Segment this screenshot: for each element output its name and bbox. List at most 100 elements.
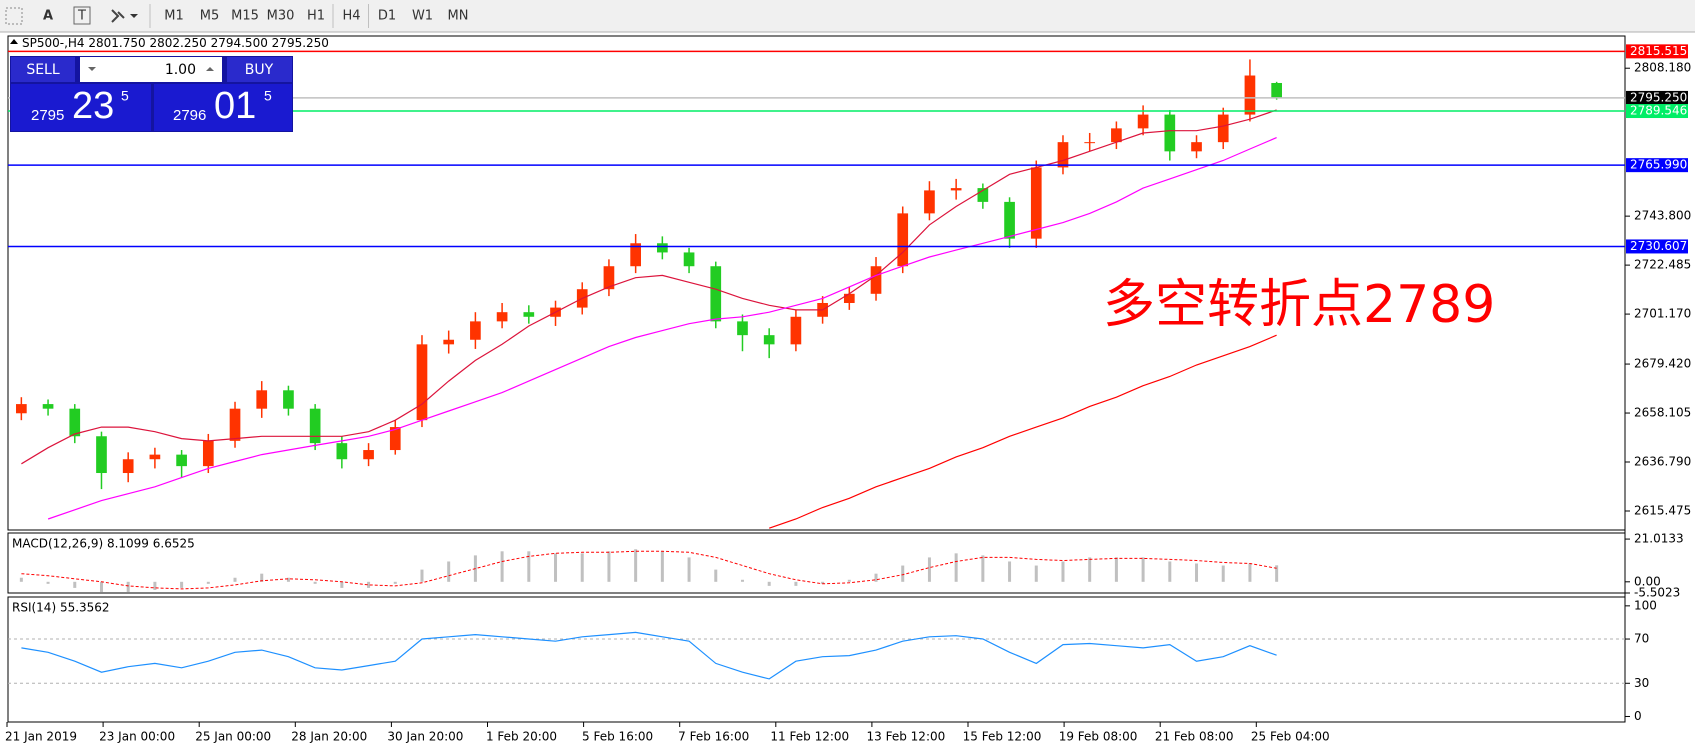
price-level-label: 2789.546 xyxy=(1630,104,1687,118)
candle-body xyxy=(470,321,481,340)
candle-body xyxy=(683,252,695,267)
candle-body xyxy=(843,293,855,303)
timeframe-button[interactable]: M30 xyxy=(267,9,295,24)
rsi-line xyxy=(21,631,1277,680)
plot-layer: 2808.180 2743.800 2722.485 2701.170 2679.420… xyxy=(5,44,1691,744)
y-tick-label: 2701.170 xyxy=(1634,307,1691,321)
candle-body xyxy=(657,243,668,253)
x-tick-label: 7 Feb 16:00 xyxy=(678,730,749,744)
lot-down[interactable] xyxy=(88,67,96,71)
timeframe-button[interactable]: M1 xyxy=(164,9,184,24)
candle-body xyxy=(96,436,107,474)
x-tick-label: 21 Feb 08:00 xyxy=(1155,730,1234,744)
buy-button[interactable] xyxy=(227,57,292,82)
x-tick-label: 15 Feb 12:00 xyxy=(963,730,1042,744)
timeframe-button[interactable]: M5 xyxy=(200,9,220,24)
candle-body xyxy=(443,339,455,345)
lot-value[interactable]: 1.00 xyxy=(165,62,196,78)
x-tick-label: 28 Jan 20:00 xyxy=(291,730,367,744)
candle-body xyxy=(202,440,214,467)
y-tick-label: 2636.790 xyxy=(1634,455,1691,469)
y-tick-label: 2615.475 xyxy=(1634,503,1691,517)
candle-body xyxy=(389,427,401,451)
label-tool-frame xyxy=(73,6,91,25)
price-level-label: 2795.250 xyxy=(1630,90,1687,104)
candle-body xyxy=(790,316,802,345)
timeframe-button[interactable]: MN xyxy=(448,9,469,24)
candle-body xyxy=(283,390,294,409)
candle-body xyxy=(523,312,535,317)
trade-panel: SELL 1.00 BUY 2795 23 5 2796 01 5 xyxy=(10,56,293,132)
buy-label[interactable]: BUY xyxy=(245,62,274,78)
timeframe-button[interactable]: D1 xyxy=(378,9,396,24)
candle-body xyxy=(710,266,722,322)
candle-body xyxy=(496,312,508,322)
x-tick-label: 25 Feb 04:00 xyxy=(1251,730,1330,744)
sell-button[interactable] xyxy=(11,57,75,82)
y-tick-label: 2722.485 xyxy=(1634,258,1691,272)
dropdown-arrow[interactable] xyxy=(130,14,138,18)
lot-up[interactable] xyxy=(206,67,214,71)
macd-title: MACD(12,26,9) 8.1099 6.6525 xyxy=(12,537,195,551)
rsi-tick-label: 0 xyxy=(1634,709,1642,723)
moving-average xyxy=(21,109,1277,465)
ask-box[interactable] xyxy=(154,84,292,131)
macd-frame xyxy=(7,532,1626,594)
candle-body xyxy=(69,408,81,437)
timeframe-button[interactable]: M15 xyxy=(231,9,259,24)
candle-body xyxy=(176,454,187,467)
candle-body xyxy=(1271,82,1282,98)
bid-box[interactable] xyxy=(11,84,151,131)
rsi-tick-label: 30 xyxy=(1634,676,1649,690)
crosshair-icon[interactable] xyxy=(5,7,23,25)
candle-body xyxy=(1084,142,1096,144)
candle-body xyxy=(149,454,161,460)
candle-body xyxy=(229,408,241,441)
candle-body xyxy=(256,390,268,409)
timeframe-button[interactable]: W1 xyxy=(412,9,433,24)
moving-average xyxy=(47,137,1277,520)
candle-body xyxy=(603,266,615,290)
bid-pips: 23 xyxy=(72,85,114,127)
toolbar-tools: A T M1 M5 M15 M30 H1 H4 D1 W1 MN xyxy=(5,4,469,28)
toolbar xyxy=(0,0,1695,32)
candle-body xyxy=(1164,114,1176,152)
y-tick-label: 2808.180 xyxy=(1634,61,1691,75)
label-tool[interactable]: T xyxy=(77,9,86,24)
timeframe-button[interactable]: H1 xyxy=(307,9,325,24)
candle-body xyxy=(1191,142,1202,152)
price-level-label: 2815.515 xyxy=(1630,44,1687,58)
x-tick-label: 19 Feb 08:00 xyxy=(1059,730,1138,744)
ask-pips: 01 xyxy=(214,85,256,127)
price-level-tag xyxy=(1626,239,1688,254)
ohlc-low: 2794.500 xyxy=(211,36,268,50)
moving-average xyxy=(769,334,1277,529)
ask-frac: 5 xyxy=(264,88,272,104)
candle-body xyxy=(336,443,348,460)
y-tick-label: 2658.105 xyxy=(1634,406,1691,420)
candle-body xyxy=(924,190,935,214)
timeframe-button[interactable]: H4 xyxy=(342,9,360,24)
candle-body xyxy=(630,243,641,267)
candle-body xyxy=(1004,201,1015,239)
candle-body xyxy=(309,408,321,444)
rsi-title: RSI(14) 55.3562 xyxy=(12,601,110,615)
objects-icon[interactable] xyxy=(111,9,125,23)
rsi-frame xyxy=(7,596,1626,723)
ohlc-high: 2802.250 xyxy=(149,36,206,50)
lot-input[interactable] xyxy=(80,57,222,82)
y-tick-label: 2679.420 xyxy=(1634,357,1691,371)
candle-body xyxy=(363,450,374,460)
x-tick-label: 5 Feb 16:00 xyxy=(582,730,653,744)
sell-label[interactable]: SELL xyxy=(26,62,60,78)
x-tick-label: 23 Jan 00:00 xyxy=(99,730,175,744)
x-tick-label: 1 Feb 20:00 xyxy=(486,730,557,744)
bid-frac: 5 xyxy=(121,88,129,104)
candle-body xyxy=(42,404,54,409)
candle-body xyxy=(897,213,909,267)
x-tick-label: 25 Jan 00:00 xyxy=(195,730,271,744)
candle-body xyxy=(950,188,962,191)
x-tick-label: 11 Feb 12:00 xyxy=(770,730,849,744)
text-tool[interactable]: A xyxy=(43,9,53,24)
